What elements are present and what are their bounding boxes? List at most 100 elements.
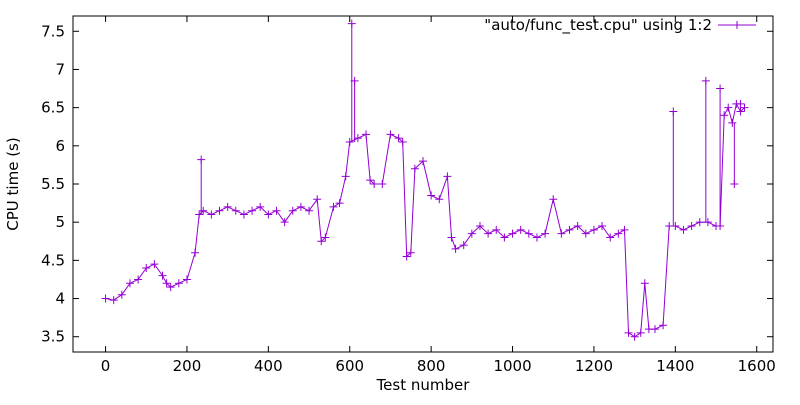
x-tick-label: 200 [173, 357, 202, 375]
data-point-marker [158, 271, 167, 280]
data-point-marker [716, 84, 725, 93]
x-axis-ticks: 0 200 400 600 800 1000 1200 1400 1600 [101, 16, 776, 375]
data-point-marker [406, 248, 415, 257]
data-point-marker [215, 206, 224, 215]
data-point-marker [724, 103, 733, 112]
data-point-marker [650, 325, 659, 334]
data-point-marker [701, 76, 710, 85]
data-point-marker [239, 210, 248, 219]
data-point-marker [624, 328, 633, 337]
x-tick-label: 1000 [493, 357, 531, 375]
data-point-marker [231, 206, 240, 215]
data-point-marker [732, 99, 741, 108]
data-point-marker [199, 206, 208, 215]
legend-marker [733, 21, 741, 29]
data-point-marker [573, 222, 582, 230]
y-tick-label: 6 [55, 137, 65, 155]
data-point-marker [716, 222, 725, 230]
data-point-marker [679, 225, 688, 234]
data-point-marker [264, 210, 273, 219]
data-point-marker [736, 107, 745, 116]
data-point-marker [581, 229, 590, 238]
data-point-marker [174, 279, 183, 288]
data-point-marker [321, 233, 330, 242]
y-tick-label: 3.5 [41, 328, 65, 346]
x-tick-label: 1400 [656, 357, 694, 375]
data-point-marker [166, 283, 175, 292]
data-point-marker [162, 279, 171, 288]
data-point-marker [272, 206, 281, 215]
data-point-marker [549, 195, 558, 204]
data-point-marker [443, 172, 452, 181]
data-point-marker [659, 321, 668, 330]
data-point-marker [695, 218, 704, 227]
x-tick-label: 400 [254, 357, 283, 375]
y-tick-label: 4.5 [41, 251, 65, 269]
data-point-marker [341, 172, 350, 181]
data-point-marker [347, 19, 356, 28]
data-point-marker [508, 229, 517, 238]
data-point-marker [447, 233, 456, 242]
data-point-marker [419, 157, 427, 166]
data-point-marker [492, 225, 501, 234]
data-point-marker [329, 202, 338, 211]
data-point-marker [589, 225, 598, 234]
data-point-marker [335, 199, 344, 208]
data-point-marker [620, 225, 629, 234]
data-point-marker [353, 134, 362, 143]
data-point-marker [532, 233, 541, 242]
data-point-marker [362, 130, 371, 139]
data-point-marker [296, 202, 305, 211]
series-layer [101, 19, 749, 341]
y-tick-label: 7 [55, 60, 65, 78]
data-point-marker [317, 237, 326, 246]
legend-label: "auto/func_test.cpu" using 1:2 [484, 16, 712, 35]
data-point-marker [345, 138, 354, 146]
y-tick-label: 6.5 [41, 99, 65, 117]
data-point-marker [669, 107, 678, 116]
data-point-marker [410, 164, 419, 173]
data-point-marker [703, 218, 712, 227]
data-point-marker [467, 229, 476, 238]
data-point-marker [598, 222, 607, 230]
data-point-marker [524, 229, 533, 238]
data-point-marker [197, 155, 206, 164]
data-point-marker [606, 233, 615, 242]
legend-marker-plus [733, 21, 741, 29]
data-point-marker [500, 233, 509, 242]
x-axis-label: Test number [376, 376, 471, 394]
data-point-marker [516, 225, 525, 234]
data-point-marker [565, 225, 574, 234]
data-point-marker [740, 103, 749, 112]
data-point-marker [256, 202, 265, 211]
data-point-marker [484, 229, 493, 238]
series-line [105, 102, 745, 338]
data-point-marker [687, 222, 696, 230]
data-point-marker [182, 275, 191, 284]
data-point-marker [557, 229, 566, 238]
data-point-marker [386, 130, 395, 139]
plot-frame [72, 15, 774, 353]
data-point-marker [451, 244, 460, 253]
data-point-marker [207, 210, 216, 219]
legend: "auto/func_test.cpu" using 1:2 [484, 16, 756, 35]
data-point-marker [370, 180, 379, 188]
data-point-marker [101, 294, 110, 303]
x-tick-label: 1600 [738, 357, 776, 375]
data-point-marker [720, 111, 729, 120]
data-point-marker [191, 248, 200, 257]
data-point-marker [195, 210, 204, 219]
data-point-marker [630, 332, 639, 341]
data-point-marker [280, 218, 289, 227]
data-point-marker [350, 76, 359, 85]
y-tick-label: 7.5 [41, 22, 65, 40]
data-point-marker [288, 206, 297, 215]
x-tick-label: 1200 [575, 357, 613, 375]
data-point-marker [614, 229, 623, 238]
y-axis-label: CPU time (s) [4, 137, 22, 230]
data-point-marker [636, 328, 645, 337]
data-point-marker [223, 202, 232, 211]
data-point-marker [305, 206, 314, 215]
